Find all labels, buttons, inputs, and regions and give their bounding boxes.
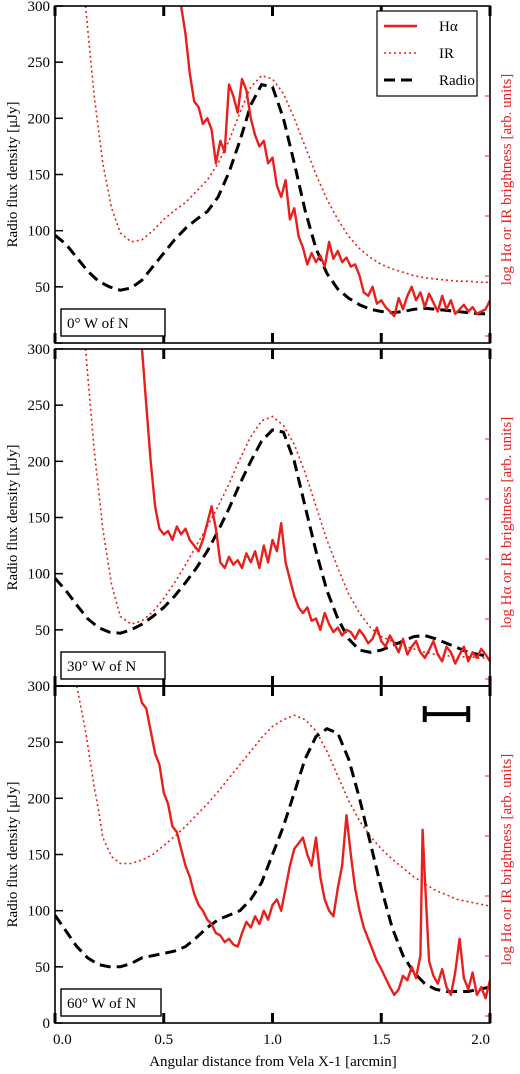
panel-3: 0 50 100 150 200 250 300 Radio flux density [μJ… [5,679,515,1032]
y-tick-label-panel-3: 250 [28,735,51,751]
x-tick-label: 2.0 [471,1032,490,1048]
x-tick-label: 1.5 [372,1032,391,1048]
legend-label: Hα [439,19,458,35]
legend-label: Radio [439,73,475,89]
y-tick-label-panel-1: 50 [35,280,50,296]
x-tick-label: 1.0 [263,1032,282,1048]
x-tick-label: 0.5 [154,1032,173,1048]
series-halpha-line-panel-3 [136,686,490,1000]
legend-label: IR [439,46,454,62]
panel-label-panel-2: 30° W of N [67,659,136,675]
series-halpha-line-panel-2 [140,349,490,665]
y-tick-label-panel-3: 200 [28,791,51,807]
y-tick-label-panel-3: 100 [28,904,51,920]
y-tick-label-panel-1: 250 [28,55,51,71]
series-ir-line-panel-1 [84,6,490,284]
right-axis-title-panel-3: log Hα or IR brightness [arb. units] [499,754,515,966]
scale-bar [422,706,471,723]
series-ir-line-panel-3 [76,686,490,907]
y-tick-label-panel-2: 200 [28,454,51,470]
y-tick-label-panel-2: 50 [35,623,50,639]
y-tick-label-panel-3: 300 [28,679,51,695]
x-tick-label: 0.0 [53,1032,72,1048]
y-axis-title-panel-1: Radio flux density [μJy] [5,102,21,248]
y-tick-label-panel-1: 200 [28,111,51,127]
right-axis-title-panel-2: log Hα or IR brightness [arb. units] [499,417,515,629]
y-tick-label-panel-2: 100 [28,567,51,583]
series-halpha-line-panel-1 [179,6,490,318]
y-axis-title-panel-2: Radio flux density [μJy] [5,445,21,591]
series-radio-line-panel-1 [55,82,490,316]
y-tick-label-panel-3: 50 [35,960,50,976]
y-tick-label-panel-1: 150 [28,168,51,184]
panel-label-box-panel-2 [60,651,166,680]
y-tick-label-panel-2: 250 [28,398,51,414]
series-radio-line-panel-2 [55,428,490,659]
y-axis-title-panel-3: Radio flux density [μJy] [5,782,21,928]
y-tick-label-panel-1: 100 [28,224,51,240]
right-axis-title-panel-1: log Hα or IR brightness [arb. units] [499,74,515,286]
y-tick-label-panel-2: 150 [28,511,51,527]
panel-label-box-panel-3 [60,988,162,1017]
x-axis-title: Angular distance from Vela X-1 [arcmin] [149,1054,397,1070]
y-tick-label-panel-3: 150 [28,848,51,864]
series-ir-line-panel-2 [84,349,490,659]
panel-2: 50 100 150 200 250 300 Radio flux density [μJy… [5,342,515,687]
y-tick-label-panel-1: 300 [28,0,51,15]
y-tick-label-panel-3: 0 [43,1016,51,1032]
panel-label-box-panel-1 [60,308,166,337]
panel-1: 50 100 150 200 250 300 Radio flux density [μJy… [5,0,515,344]
plot-frame-panel-2 [54,348,491,687]
y-tick-label-panel-2: 300 [28,342,51,358]
panel-label-panel-1: 0° W of N [67,316,129,332]
chart-legend: Hα IR Radio [376,10,478,97]
panel-label-panel-3: 60° W of N [67,996,136,1012]
